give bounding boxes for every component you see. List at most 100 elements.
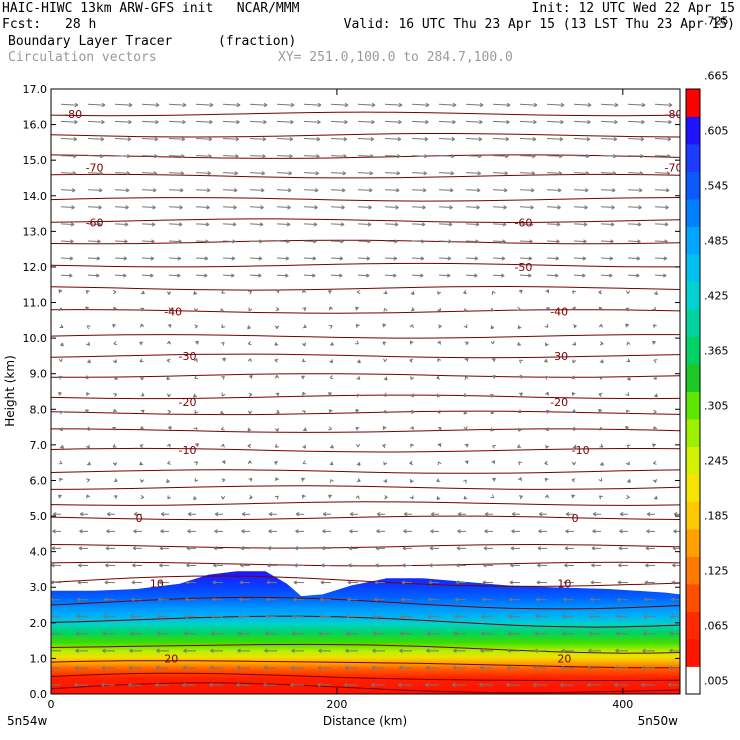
vector-arrow [330,154,347,159]
vector-arrow [382,444,387,449]
isotherm-label: -80 [64,108,82,121]
isotherm-line [51,682,680,694]
vector-arrow [410,478,414,483]
vector-arrow [641,682,656,688]
isotherm-label: -60 [86,216,104,229]
vector-arrow [51,631,62,636]
vector-arrow [409,460,413,466]
vector-arrow [588,648,602,653]
vector-arrow [426,631,440,636]
vector-arrow [77,580,89,585]
vector-arrow [654,256,668,261]
vector-arrow [618,546,629,551]
vector-arrow [267,563,278,568]
vector-arrow [545,307,550,312]
vector-arrow [58,391,63,396]
isotherm-line [51,447,680,453]
isotherm-line [51,485,680,490]
vector-arrow [301,410,306,415]
vector-arrow [592,512,602,517]
vector-arrow [345,631,359,636]
vector-arrow [168,239,182,244]
vector-arrow [210,631,224,636]
vector-arrow [357,239,371,244]
vector-arrow [384,102,403,108]
vector-arrow [276,273,289,278]
vector-arrow [519,136,537,142]
vector-arrow [409,340,414,345]
vector-arrow [114,239,128,244]
vector-arrow [222,136,240,142]
vector-arrow [238,597,251,602]
vector-arrow [427,614,440,619]
vector-arrow [276,171,293,176]
vector-arrow [168,188,184,193]
vector-arrow [672,546,680,551]
vector-arrow [616,597,629,602]
vector-arrow [546,188,562,193]
vector-arrow [249,136,267,142]
vector-arrow [573,222,588,227]
isotherm-line [51,309,680,314]
vector-arrow [627,222,642,227]
vector-arrow [463,392,468,397]
vector-arrow [51,563,62,568]
vector-arrow [372,648,386,653]
isotherm-line [51,643,680,654]
vector-arrow [112,443,117,448]
colorbar-label: .725 [704,14,729,27]
vector-arrow [156,648,170,653]
vector-arrow [130,597,143,602]
vector-arrow [290,665,305,670]
vector-arrow [317,665,332,670]
colorbar-swatch [686,89,700,117]
vector-arrow [86,325,91,330]
vector-arrow [274,495,279,500]
vector-arrow [114,171,131,176]
vector-arrow [438,324,442,329]
vector-arrow [410,307,415,312]
vector-arrow [249,273,262,278]
vector-arrow [317,682,332,688]
vector-arrow [356,461,361,466]
isotherm-label: -20 [550,396,568,409]
vector-arrow [195,119,213,125]
isotherm-line [51,469,680,474]
vector-arrow [452,665,467,670]
vector-arrow [128,665,143,670]
vector-arrow [222,119,240,125]
isotherm-label: 20 [164,652,178,665]
colorbar-label: .425 [704,289,729,302]
vector-arrow [276,188,292,193]
vector-arrow [591,563,602,568]
vector-arrow [375,563,386,568]
forecast-hours: 28 h [65,17,97,32]
vector-arrow [295,529,305,534]
vector-arrow [599,426,604,431]
vector-arrow [357,154,374,159]
vector-arrow [133,512,143,517]
vector-arrow [276,154,293,159]
vector-arrow [60,171,77,176]
vector-arrow [653,495,658,500]
vector-arrow [302,391,307,396]
vector-arrow [646,512,656,517]
vector-arrow [599,443,604,448]
vector-arrow [52,529,62,534]
vector-arrow [429,563,440,568]
vector-arrow [561,648,575,653]
vector-arrow [183,648,197,653]
vector-arrow [193,496,198,501]
vector-arrow [60,239,74,244]
vector-arrow [614,665,629,670]
isotherm-label: -60 [514,216,532,229]
y-tick-label: 7.0 [30,439,48,452]
vector-arrow [274,461,279,465]
vector-arrow [627,154,644,159]
vector-arrow [102,631,116,636]
vector-arrow [59,324,64,328]
vector-arrow [87,136,105,142]
colorbar-label: .065 [704,619,729,632]
vector-arrow [103,614,116,619]
vector-arrow [356,375,361,380]
